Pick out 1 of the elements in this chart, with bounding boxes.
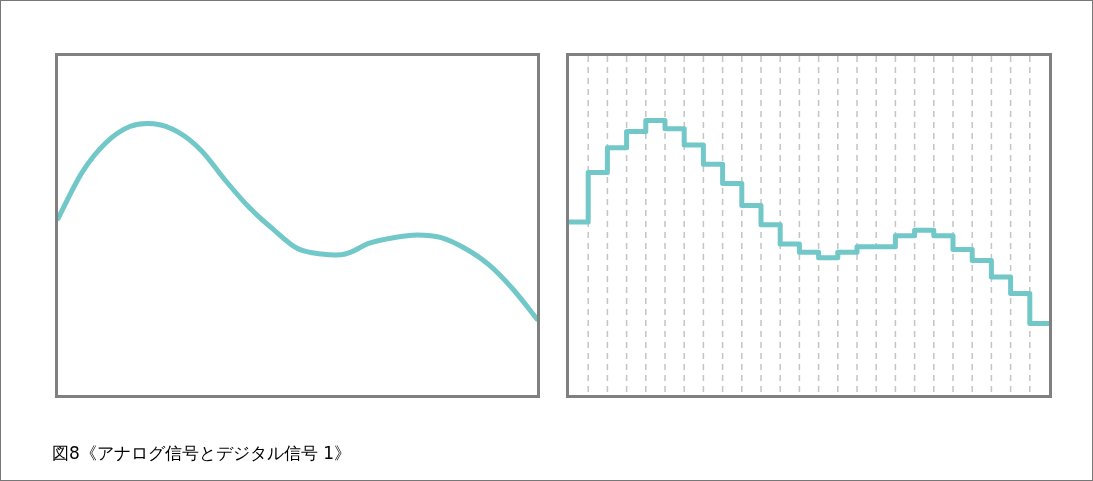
caption: 図8《アナログ信号とデジタル信号 1》 bbox=[52, 443, 352, 463]
